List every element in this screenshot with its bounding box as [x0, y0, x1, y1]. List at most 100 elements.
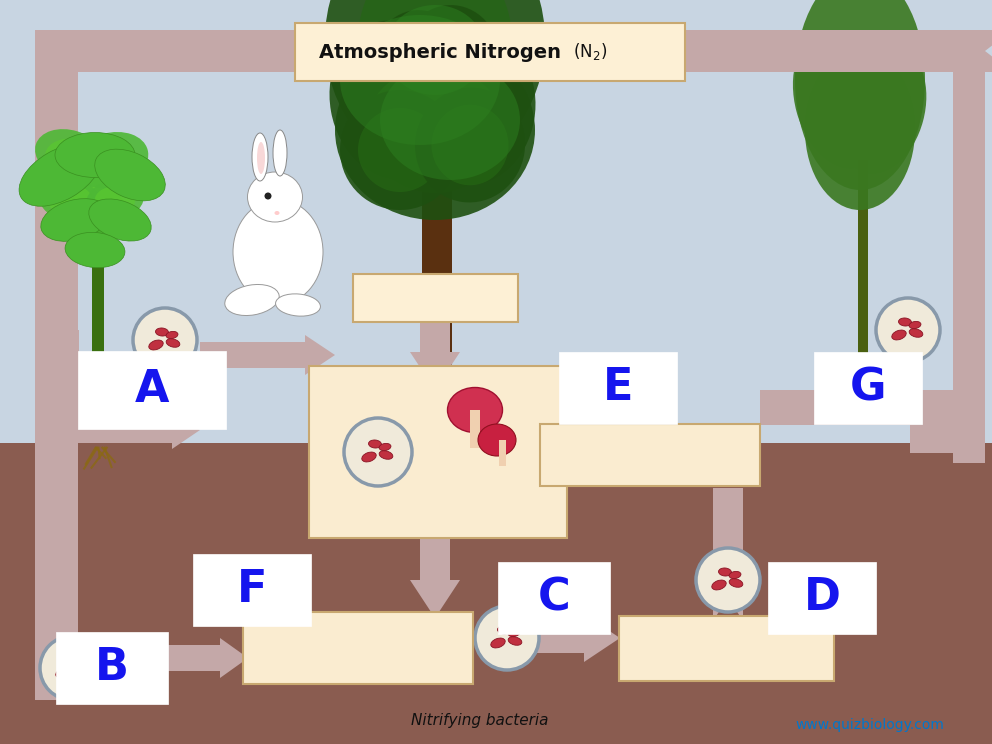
Ellipse shape: [508, 637, 522, 645]
Ellipse shape: [447, 388, 503, 432]
Ellipse shape: [46, 138, 95, 172]
Ellipse shape: [340, 15, 500, 145]
Ellipse shape: [415, 88, 525, 202]
Ellipse shape: [358, 108, 442, 192]
FancyBboxPatch shape: [540, 424, 760, 486]
Ellipse shape: [712, 580, 726, 590]
Bar: [858, 160, 868, 370]
Circle shape: [453, 467, 459, 473]
Polygon shape: [200, 335, 335, 375]
Text: Decomposers: Decomposers: [375, 481, 501, 499]
Bar: [760, 390, 953, 425]
Text: A: A: [135, 368, 170, 411]
Text: www.quizbiology.com: www.quizbiology.com: [796, 718, 944, 732]
Text: Atmospheric Nitrogen: Atmospheric Nitrogen: [319, 42, 561, 62]
Ellipse shape: [83, 142, 137, 178]
FancyBboxPatch shape: [295, 23, 685, 81]
Bar: [0, 443, 992, 744]
Text: E: E: [603, 367, 633, 409]
Polygon shape: [703, 488, 753, 636]
Circle shape: [475, 606, 539, 670]
Circle shape: [402, 469, 409, 475]
Ellipse shape: [795, 0, 925, 190]
FancyBboxPatch shape: [309, 366, 567, 538]
Text: bacteria and fungi): bacteria and fungi): [378, 519, 498, 531]
Ellipse shape: [415, 22, 485, 98]
Ellipse shape: [400, 5, 500, 115]
Polygon shape: [410, 295, 460, 390]
Ellipse shape: [415, 36, 536, 185]
Ellipse shape: [225, 284, 279, 315]
Ellipse shape: [233, 199, 323, 304]
Ellipse shape: [62, 656, 75, 664]
Ellipse shape: [380, 60, 520, 180]
Ellipse shape: [909, 329, 923, 337]
Circle shape: [417, 462, 423, 468]
Ellipse shape: [247, 172, 303, 222]
Text: (N$_2$): (N$_2$): [573, 42, 607, 62]
Polygon shape: [110, 638, 248, 678]
Text: G: G: [850, 367, 886, 409]
FancyBboxPatch shape: [618, 615, 833, 681]
Text: (aerobic and anaerobic: (aerobic and anaerobic: [366, 504, 511, 516]
Ellipse shape: [71, 132, 148, 188]
Ellipse shape: [56, 668, 70, 678]
Text: Nitrates (NO$_3^-$): Nitrates (NO$_3^-$): [579, 443, 720, 466]
Ellipse shape: [909, 321, 921, 329]
Ellipse shape: [166, 331, 178, 339]
Polygon shape: [410, 528, 460, 618]
Circle shape: [40, 636, 104, 700]
Ellipse shape: [385, 28, 455, 112]
Ellipse shape: [892, 330, 907, 340]
FancyBboxPatch shape: [768, 562, 876, 634]
Ellipse shape: [478, 424, 516, 456]
Ellipse shape: [39, 176, 102, 223]
Ellipse shape: [729, 579, 743, 587]
Ellipse shape: [729, 571, 741, 579]
Ellipse shape: [508, 629, 520, 637]
Ellipse shape: [48, 185, 92, 215]
Circle shape: [456, 463, 462, 469]
Bar: [953, 30, 985, 463]
Text: D: D: [804, 577, 840, 620]
Bar: [910, 390, 953, 452]
Bar: [35, 452, 78, 700]
Bar: [92, 220, 104, 395]
Ellipse shape: [86, 179, 144, 221]
Ellipse shape: [94, 150, 166, 201]
Ellipse shape: [805, 50, 915, 210]
Circle shape: [456, 466, 462, 472]
Circle shape: [876, 298, 940, 362]
Ellipse shape: [73, 667, 87, 676]
Polygon shape: [510, 614, 620, 662]
FancyBboxPatch shape: [193, 554, 311, 626]
Ellipse shape: [149, 340, 164, 350]
Circle shape: [451, 469, 457, 475]
Polygon shape: [78, 370, 195, 410]
Ellipse shape: [67, 193, 133, 237]
Ellipse shape: [718, 568, 731, 576]
Ellipse shape: [498, 626, 511, 634]
Ellipse shape: [385, 5, 485, 95]
Ellipse shape: [257, 142, 265, 174]
Ellipse shape: [379, 443, 391, 451]
Ellipse shape: [65, 232, 125, 268]
FancyBboxPatch shape: [78, 351, 226, 429]
FancyBboxPatch shape: [814, 352, 922, 424]
Circle shape: [265, 193, 272, 199]
Bar: [35, 30, 78, 463]
Bar: [499, 440, 506, 466]
Bar: [35, 30, 985, 72]
FancyBboxPatch shape: [559, 352, 677, 424]
Ellipse shape: [41, 199, 109, 241]
Circle shape: [133, 308, 197, 372]
Text: F: F: [237, 568, 267, 612]
FancyBboxPatch shape: [498, 562, 610, 634]
Circle shape: [455, 469, 461, 475]
Ellipse shape: [899, 318, 912, 326]
Text: Nitrites (NO$_2^-$): Nitrites (NO$_2^-$): [659, 637, 794, 659]
Bar: [470, 410, 480, 448]
Ellipse shape: [95, 187, 135, 214]
Ellipse shape: [19, 144, 101, 206]
Ellipse shape: [358, 0, 512, 131]
